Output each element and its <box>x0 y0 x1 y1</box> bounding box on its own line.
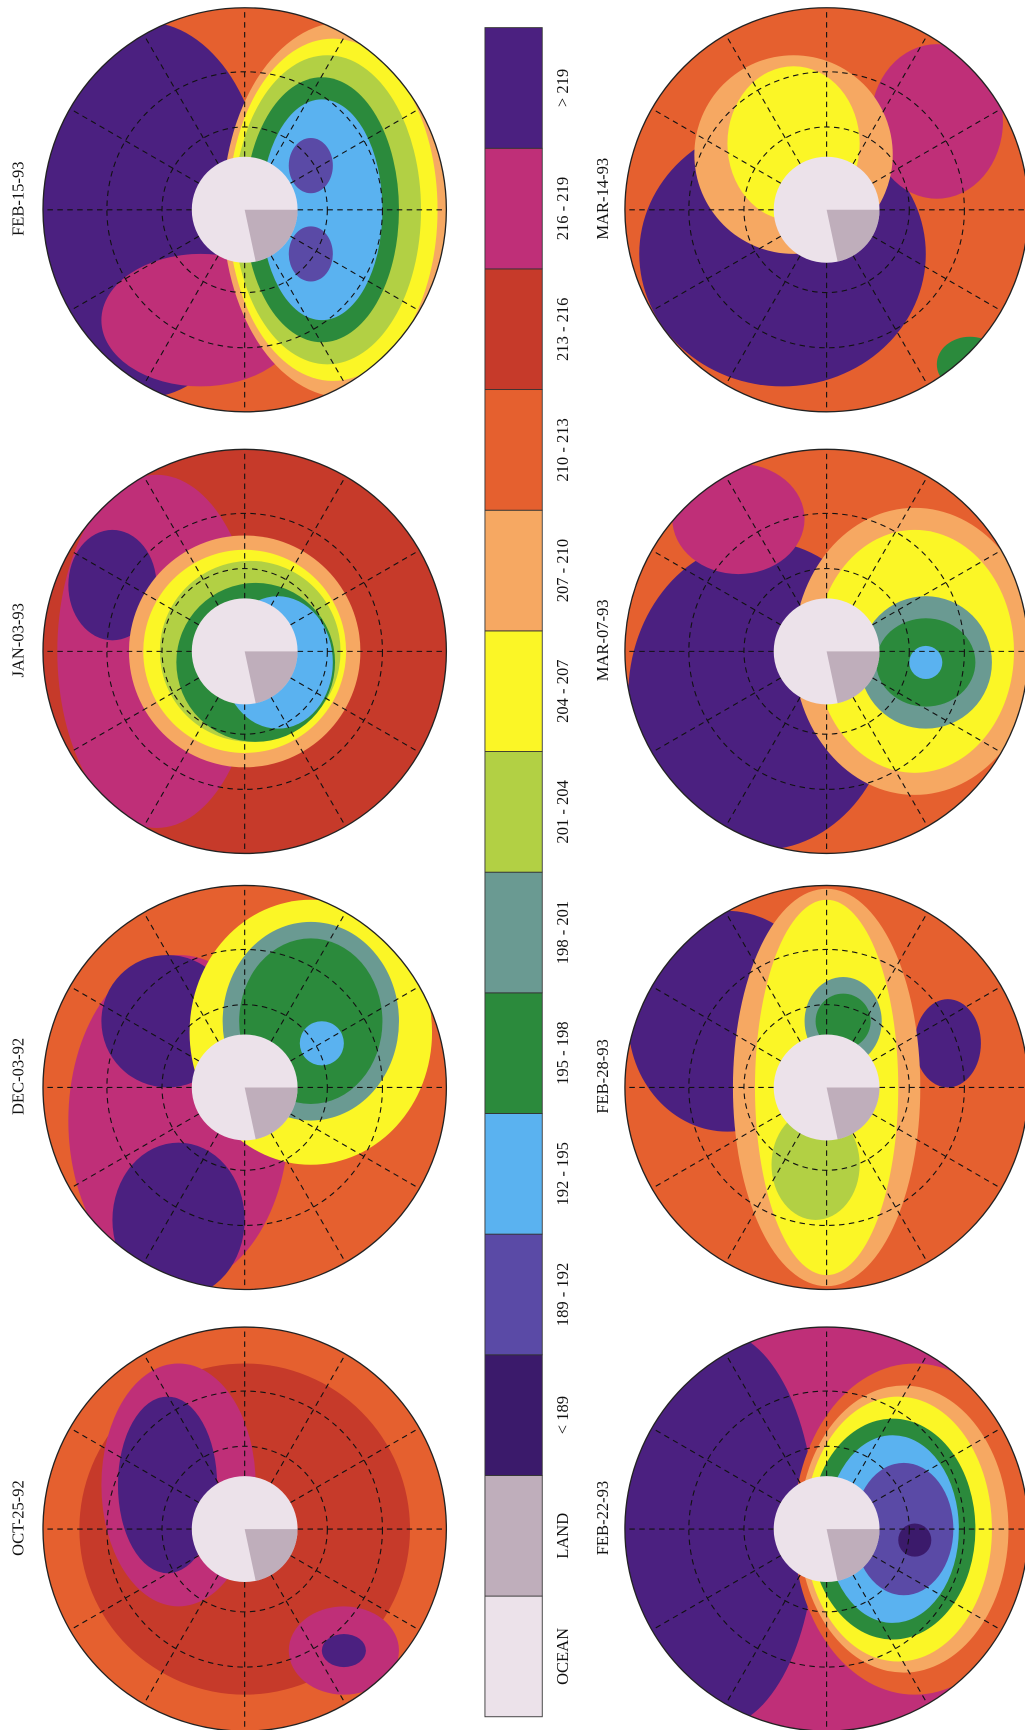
legend-label: 198 - 201 <box>553 901 572 964</box>
map-date-label: OCT-25-92 <box>9 1480 28 1556</box>
legend-label: 216 - 219 <box>553 177 572 240</box>
legend-swatch <box>485 1475 542 1596</box>
legend-label: 213 - 216 <box>553 298 572 361</box>
figure: OCEAN LAND < 189 189 - 192 192 - 195 195 - 19… <box>0 0 1025 1730</box>
map-date-label: FEB-22-93 <box>593 1481 612 1555</box>
map-date-label: FEB-15-93 <box>9 161 28 235</box>
map-date-label: JAN-03-93 <box>9 603 28 677</box>
legend-swatch <box>485 390 542 511</box>
legend-label: 210 - 213 <box>553 418 572 481</box>
polar-map <box>43 449 446 853</box>
map-date-label: FEB-28-93 <box>593 1039 612 1113</box>
legend-swatch <box>485 148 542 269</box>
map-date-label: MAR-07-93 <box>593 599 612 681</box>
legend-swatch <box>485 28 542 149</box>
legend-label: LAND <box>553 1513 572 1559</box>
legend-label: 207 - 210 <box>553 539 572 602</box>
map-date-label: DEC-03-92 <box>9 1038 28 1115</box>
polar-map <box>625 885 1025 1289</box>
legend-label: 204 - 207 <box>553 659 572 722</box>
legend-swatch <box>485 1113 542 1234</box>
map-region <box>289 138 333 193</box>
polar-map <box>625 8 1025 412</box>
map-region <box>289 226 333 281</box>
legend-swatch <box>485 872 542 993</box>
polar-map <box>625 449 1025 853</box>
legend-swatch <box>485 1596 542 1717</box>
legend-swatch <box>485 269 542 390</box>
legend-label: 195 - 198 <box>553 1021 572 1084</box>
legend-label: OCEAN <box>553 1628 572 1685</box>
legend-label: 201 - 204 <box>553 780 572 843</box>
legend-label: 189 - 192 <box>553 1263 572 1326</box>
polar-map <box>43 1327 446 1730</box>
map-region <box>322 1634 366 1667</box>
map-region <box>915 999 981 1087</box>
legend-swatch <box>485 752 542 873</box>
legend-label: > 219 <box>553 69 572 107</box>
legend-swatch <box>485 1355 542 1476</box>
legend-label: < 189 <box>553 1396 572 1434</box>
legend-swatch <box>485 1234 542 1355</box>
legend-label: 192 - 195 <box>553 1142 572 1205</box>
legend-swatch <box>485 993 542 1114</box>
legend-swatch <box>485 631 542 752</box>
map-date-label: MAR-14-93 <box>593 158 612 240</box>
legend-swatch <box>485 510 542 631</box>
